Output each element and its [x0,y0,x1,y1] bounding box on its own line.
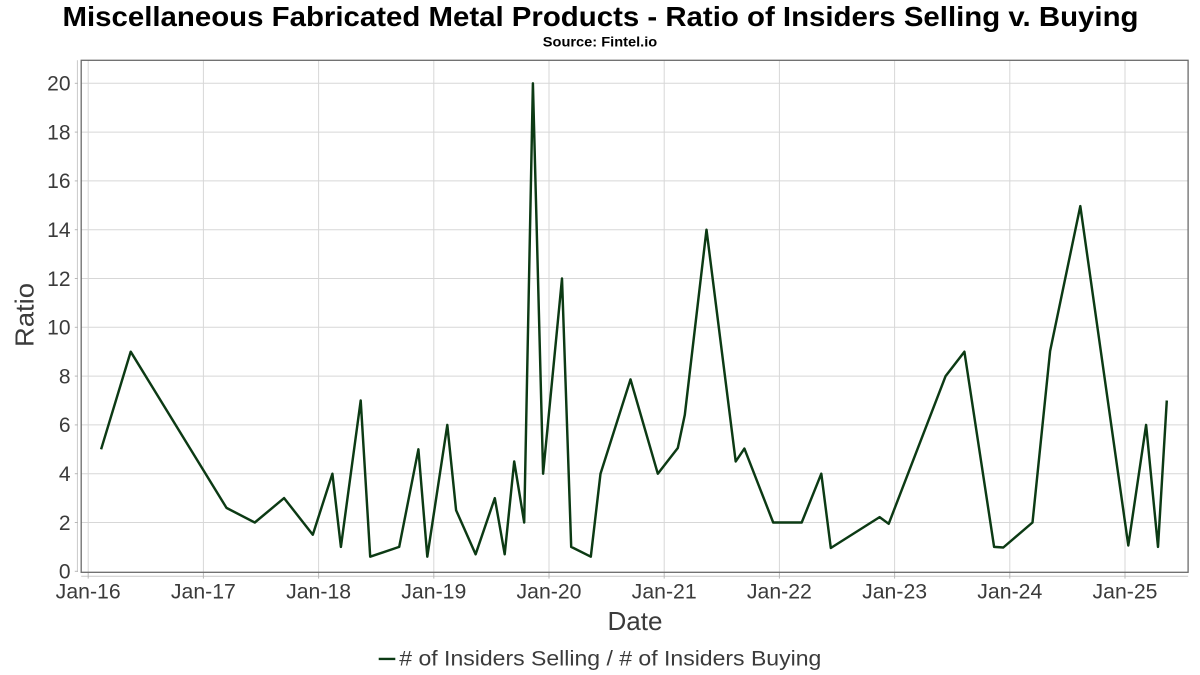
svg-text:Jan-25: Jan-25 [1093,580,1158,603]
svg-text:16: 16 [47,170,70,193]
svg-text:2: 2 [59,512,71,535]
svg-text:12: 12 [47,268,70,291]
svg-text:Jan-23: Jan-23 [862,580,927,603]
svg-text:Miscellaneous Fabricated Metal: Miscellaneous Fabricated Metal Products … [63,1,1139,32]
svg-text:Jan-24: Jan-24 [977,580,1042,603]
svg-text:10: 10 [47,317,70,340]
svg-text:# of Insiders Selling / # of I: # of Insiders Selling / # of Insiders Bu… [399,646,821,671]
svg-text:Jan-22: Jan-22 [747,580,812,603]
svg-text:14: 14 [47,219,71,242]
svg-text:0: 0 [59,561,71,584]
svg-text:6: 6 [59,414,71,437]
svg-text:20: 20 [47,73,70,96]
svg-text:Source: Fintel.io: Source: Fintel.io [543,34,657,49]
svg-text:4: 4 [59,463,71,486]
svg-text:8: 8 [59,365,71,388]
svg-text:Jan-18: Jan-18 [286,580,351,603]
svg-text:Jan-20: Jan-20 [517,580,582,603]
svg-text:18: 18 [47,121,70,144]
svg-text:Jan-21: Jan-21 [632,580,697,603]
svg-text:Jan-19: Jan-19 [401,580,466,603]
svg-text:Jan-17: Jan-17 [171,580,236,603]
svg-text:Ratio: Ratio [12,283,40,347]
svg-text:Date: Date [608,608,663,636]
svg-text:Jan-16: Jan-16 [56,580,121,603]
